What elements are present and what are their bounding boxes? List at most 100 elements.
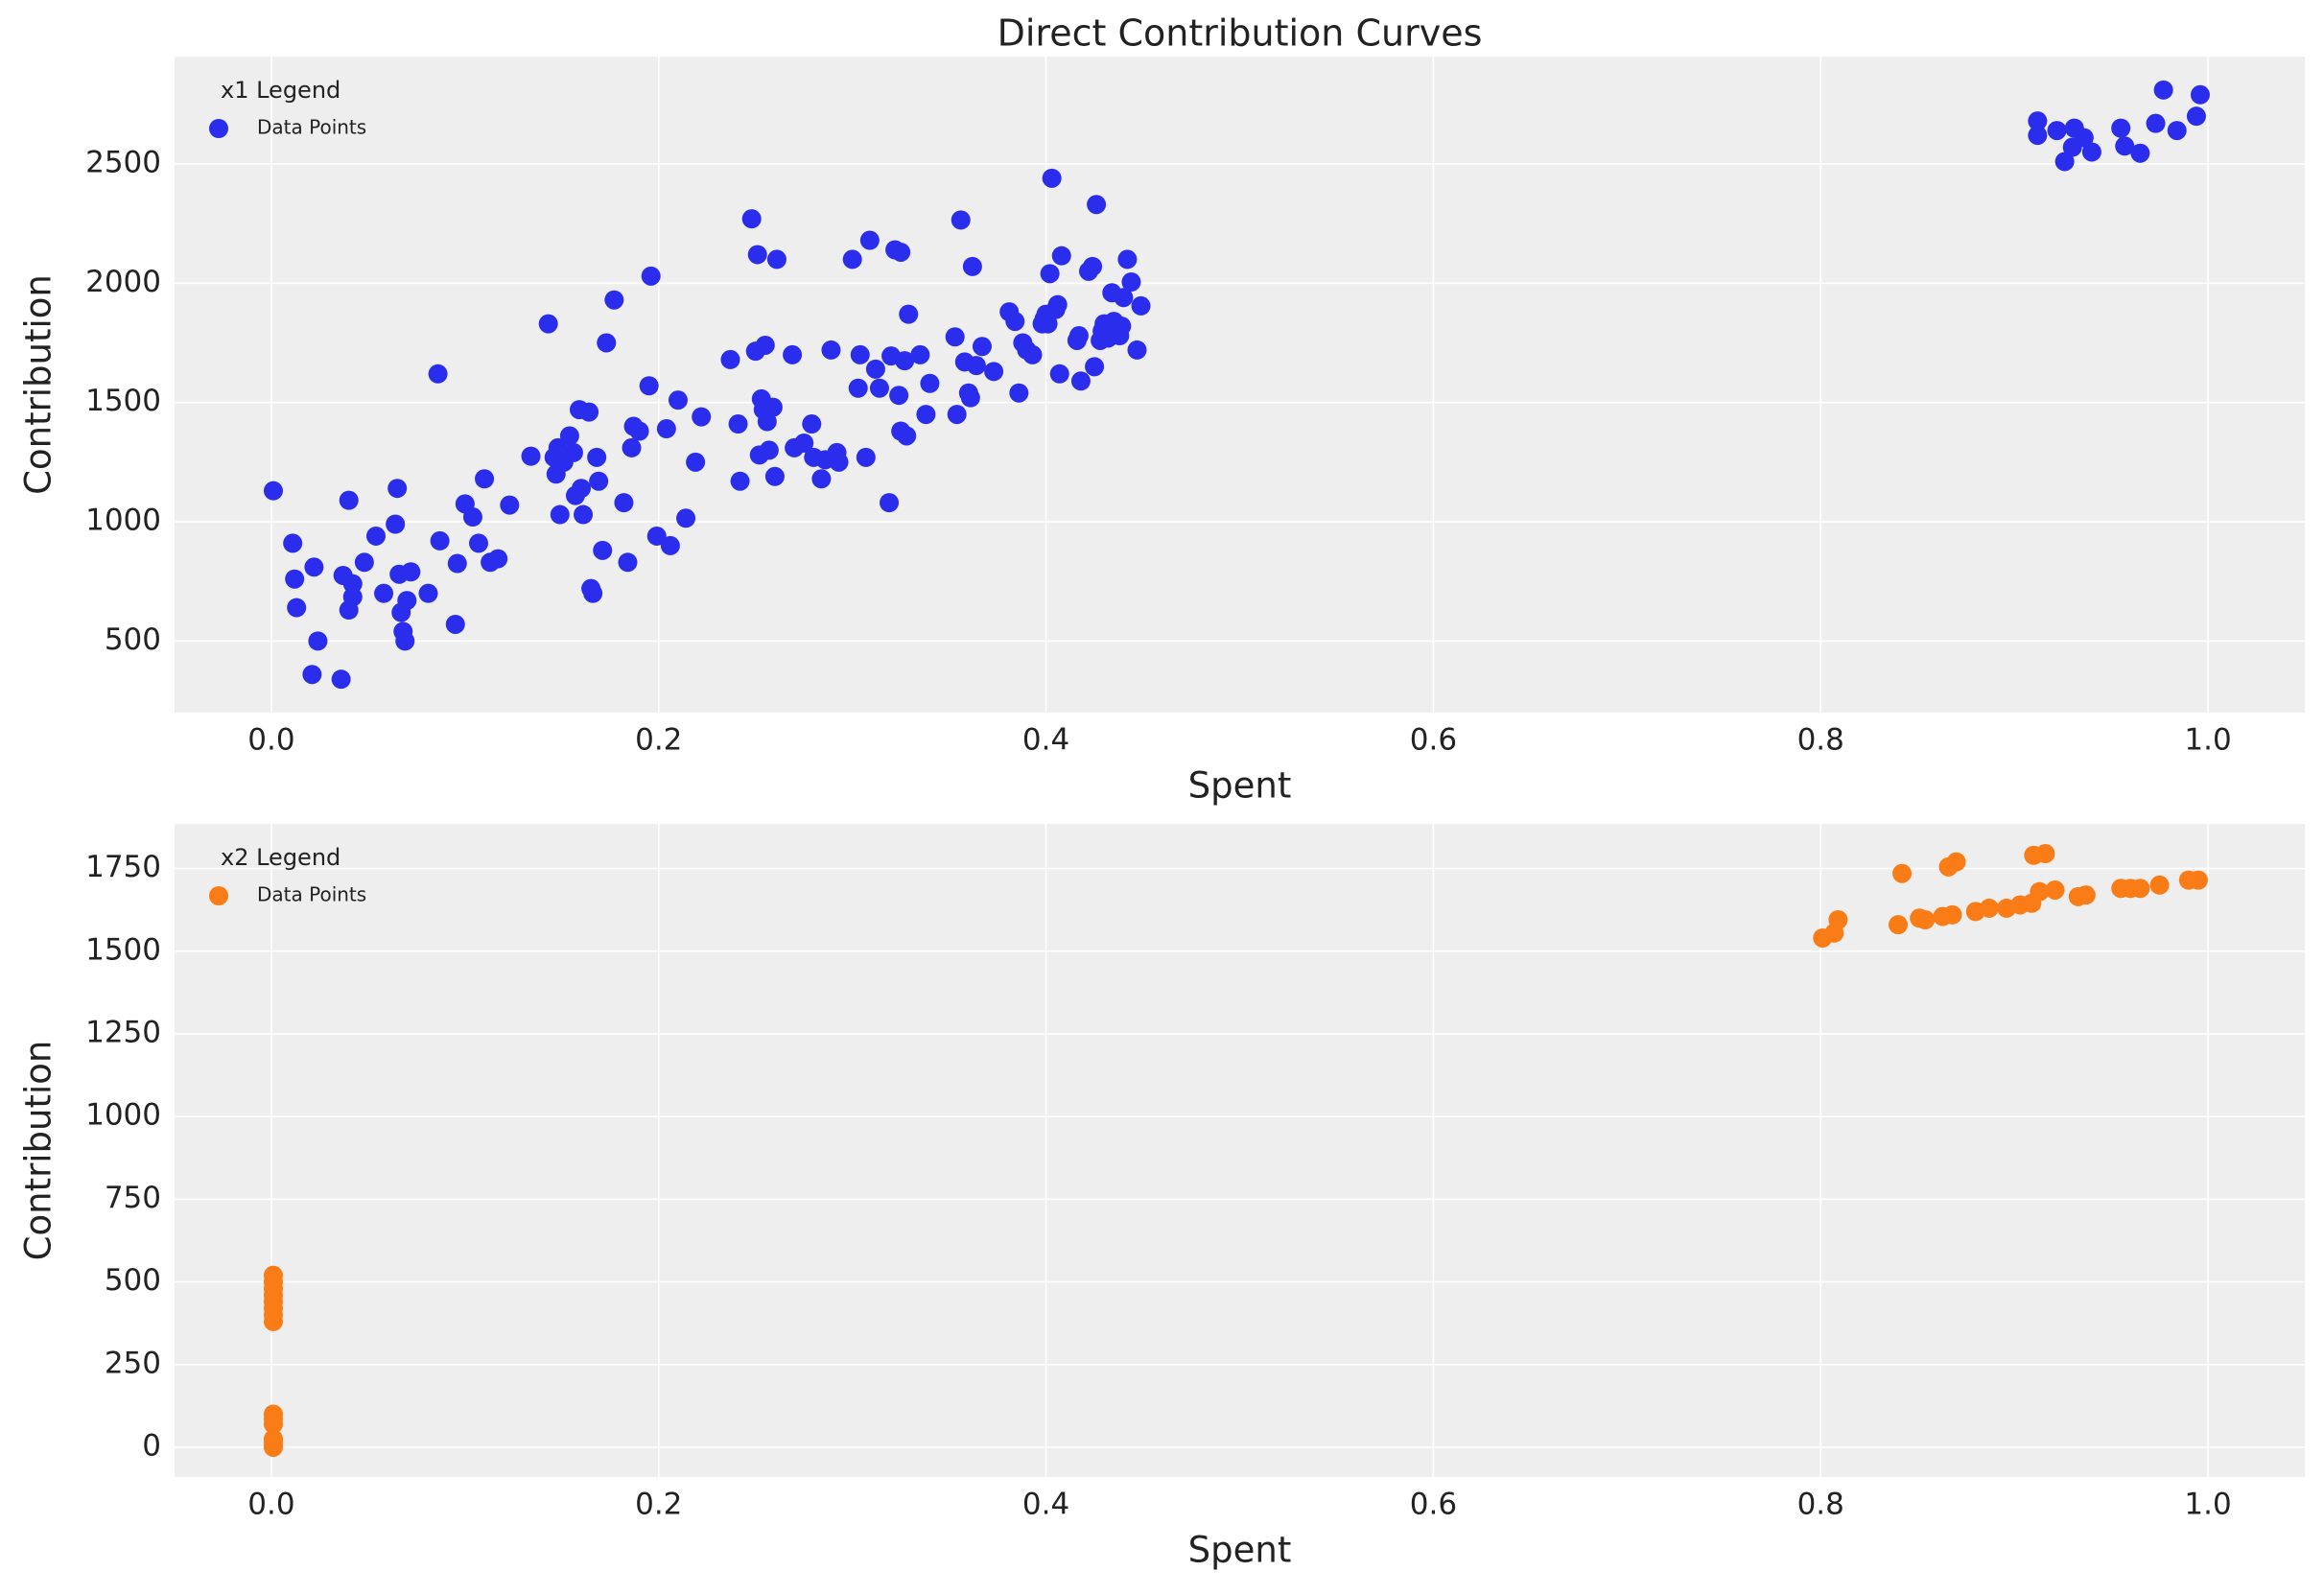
data-point [1117, 249, 1138, 270]
data-point [2167, 121, 2187, 141]
data-point [764, 466, 785, 486]
data-point [589, 471, 609, 491]
data-point [730, 471, 750, 491]
data-point [2146, 113, 2166, 133]
data-point [263, 1429, 283, 1449]
data-point [639, 376, 659, 396]
data-point [1047, 294, 1068, 315]
data-point [1892, 863, 1913, 883]
x-tick-label: 0.8 [1797, 723, 1844, 758]
data-point [850, 344, 870, 364]
data-point [741, 209, 762, 229]
data-point [848, 378, 868, 398]
x-tick-label: 0.2 [635, 1488, 682, 1522]
data-point [1915, 909, 1936, 929]
y-axis-label: Contribution [18, 274, 59, 495]
data-point [962, 256, 982, 276]
data-point [1979, 898, 1999, 918]
data-point [2111, 118, 2131, 138]
data-point [1131, 295, 1151, 316]
data-point [342, 587, 363, 607]
legend-marker [209, 119, 228, 138]
y-tick-label: 0 [142, 1428, 161, 1463]
legend-marker [209, 886, 228, 905]
data-point [302, 665, 322, 685]
data-point [559, 426, 579, 446]
legend-label: Data Points [257, 116, 366, 139]
y-tick-label: 2000 [85, 265, 161, 299]
data-point [2153, 80, 2173, 100]
data-point [354, 552, 374, 573]
x-tick-label: 0.4 [1022, 723, 1069, 758]
data-point [1040, 264, 1060, 284]
data-point [500, 495, 520, 515]
data-point [1942, 904, 1962, 925]
x-tick-label: 0.6 [1410, 723, 1457, 758]
data-point [747, 245, 767, 265]
data-point [538, 314, 558, 334]
data-point [895, 351, 915, 371]
data-point [802, 414, 822, 434]
data-point [984, 362, 1004, 382]
y-tick-label: 1250 [85, 1015, 161, 1049]
data-point [1009, 383, 1029, 403]
data-point [920, 373, 940, 393]
data-point [641, 266, 661, 286]
data-point [2028, 126, 2048, 146]
data-point [947, 405, 967, 425]
data-point [2130, 143, 2150, 163]
data-point [445, 614, 465, 634]
data-point [2074, 128, 2094, 148]
data-point [763, 397, 783, 417]
data-point [686, 452, 706, 472]
data-point [2076, 885, 2096, 905]
data-point [1049, 364, 1069, 384]
data-point [304, 557, 324, 577]
data-point [428, 364, 448, 384]
data-point [593, 540, 613, 560]
data-point [604, 290, 624, 310]
data-point [676, 508, 696, 528]
data-point [629, 421, 649, 441]
data-point [945, 327, 965, 347]
data-point [521, 446, 541, 466]
data-point [1112, 317, 1132, 337]
y-tick-label: 1000 [85, 504, 161, 538]
data-point [475, 469, 495, 489]
y-tick-label: 500 [105, 622, 161, 657]
data-point [891, 242, 911, 262]
data-point [365, 526, 386, 546]
data-point [397, 591, 417, 611]
data-point [646, 526, 667, 546]
data-point [563, 442, 583, 462]
x-tick-label: 0.4 [1022, 1488, 1069, 1522]
data-point [287, 598, 307, 618]
data-point [1127, 340, 1147, 360]
data-point [572, 479, 592, 499]
data-point [462, 507, 482, 528]
data-point [2190, 84, 2210, 105]
data-point [1022, 344, 1043, 364]
data-point [2045, 880, 2065, 900]
data-point [889, 386, 909, 406]
data-point [1051, 246, 1071, 266]
legend-title: x2 Legend [221, 844, 340, 871]
data-point [897, 426, 917, 446]
data-point [916, 405, 936, 425]
data-point [387, 479, 408, 499]
data-point [418, 583, 438, 603]
data-point [829, 452, 849, 472]
data-point [869, 378, 889, 398]
data-point [859, 230, 880, 250]
y-tick-label: 250 [105, 1346, 161, 1380]
data-point [972, 337, 992, 357]
data-point [285, 569, 305, 589]
data-point [960, 387, 980, 408]
data-point [842, 249, 862, 270]
data-point [263, 481, 283, 501]
data-point [583, 583, 603, 603]
data-point [821, 340, 841, 360]
data-point [783, 344, 803, 364]
data-point [692, 407, 712, 427]
data-point [430, 530, 450, 551]
